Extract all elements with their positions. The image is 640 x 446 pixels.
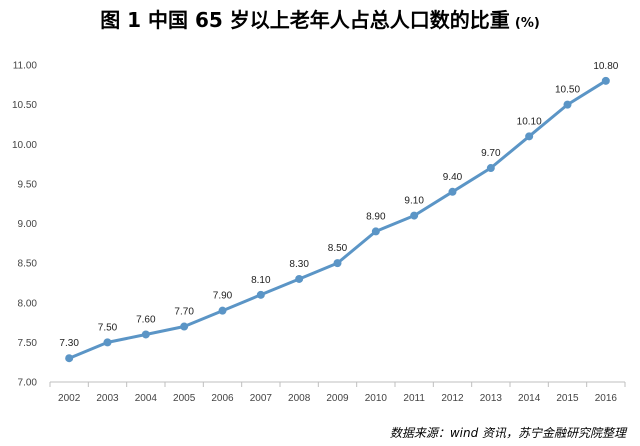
- data-point: [218, 306, 227, 315]
- y-tick-label: 10.50: [12, 100, 37, 111]
- data-label: 7.60: [136, 314, 156, 325]
- x-tick-label: 2010: [365, 393, 388, 404]
- x-tick-label: 2016: [595, 393, 618, 404]
- y-tick-label: 10.00: [12, 140, 37, 151]
- chart-title: 图 1 中国 65 岁以上老年人占总人口数的比重: [100, 8, 510, 32]
- x-tick-label: 2009: [326, 393, 349, 404]
- y-tick-label: 7.50: [18, 338, 38, 349]
- x-tick-label: 2003: [96, 393, 119, 404]
- data-point: [256, 290, 265, 299]
- y-tick-label: 9.50: [18, 179, 38, 190]
- x-tick-label: 2013: [480, 393, 503, 404]
- data-label: 8.10: [251, 275, 271, 286]
- data-label: 10.80: [593, 61, 618, 72]
- data-label: 7.50: [98, 322, 118, 333]
- data-point: [410, 211, 419, 220]
- data-label: 10.10: [517, 116, 542, 127]
- data-label: 7.90: [213, 291, 233, 302]
- chart-title-block: 图 1 中国 65 岁以上老年人占总人口数的比重 (%): [0, 4, 640, 33]
- data-point: [448, 187, 457, 196]
- x-tick-label: 2006: [211, 393, 234, 404]
- data-label: 7.70: [174, 307, 194, 318]
- data-label: 8.90: [366, 211, 386, 222]
- data-label: 9.70: [481, 148, 501, 159]
- x-tick-label: 2015: [556, 393, 579, 404]
- data-point: [180, 322, 189, 331]
- y-tick-label: 8.50: [18, 259, 38, 270]
- x-tick-label: 2012: [441, 393, 464, 404]
- data-label: 8.50: [328, 243, 348, 254]
- data-label: 8.30: [289, 259, 309, 270]
- data-label: 9.40: [443, 172, 463, 183]
- data-point: [486, 164, 495, 173]
- data-point: [333, 259, 342, 268]
- y-tick-label: 11.00: [13, 61, 38, 72]
- data-label: 7.30: [59, 338, 79, 349]
- data-source-note: 数据来源：wind 资讯，苏宁金融研究院整理: [389, 426, 626, 440]
- data-point: [563, 100, 572, 109]
- x-tick-label: 2014: [518, 393, 541, 404]
- data-label: 9.10: [404, 196, 424, 207]
- x-tick-label: 2004: [135, 393, 158, 404]
- x-tick-label: 2005: [173, 393, 196, 404]
- y-tick-label: 9.00: [18, 219, 38, 230]
- x-tick-label: 2007: [250, 393, 273, 404]
- data-point: [601, 76, 610, 85]
- y-tick-label: 8.00: [18, 298, 38, 309]
- data-point: [103, 338, 112, 347]
- y-tick-label: 7.00: [18, 378, 38, 389]
- data-point: [141, 330, 150, 339]
- data-point: [371, 227, 380, 236]
- data-label: 10.50: [555, 85, 580, 96]
- data-point: [295, 274, 304, 283]
- x-tick-label: 2002: [58, 393, 81, 404]
- x-tick-label: 2011: [403, 393, 425, 404]
- data-point: [65, 354, 74, 363]
- chart-title-unit: (%): [514, 16, 540, 31]
- x-tick-label: 2008: [288, 393, 311, 404]
- data-point: [525, 132, 534, 141]
